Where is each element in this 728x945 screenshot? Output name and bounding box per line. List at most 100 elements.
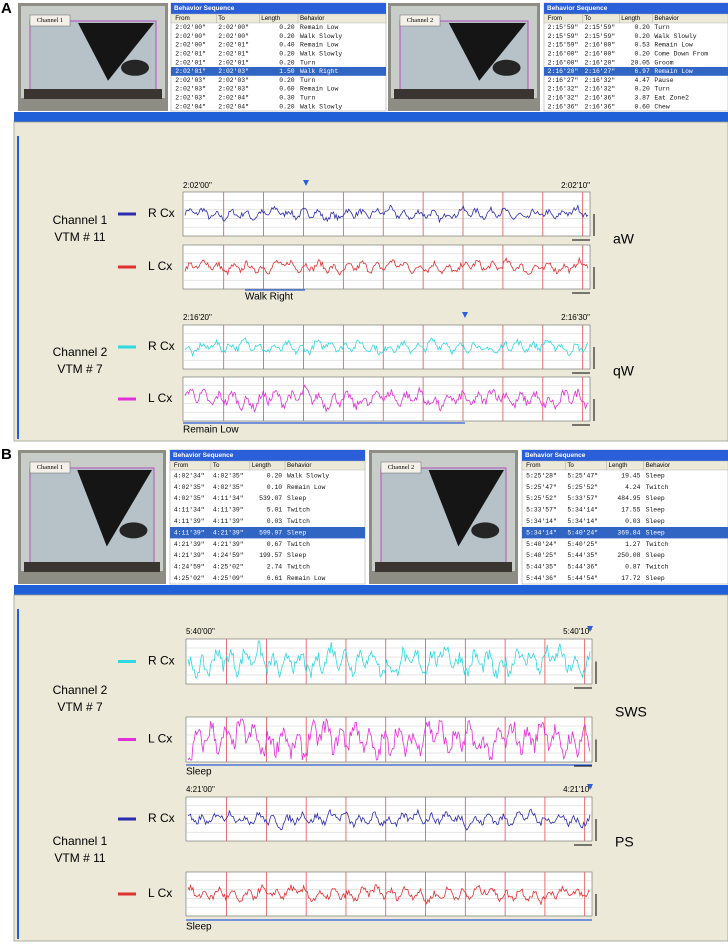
behavior-label: Sleep: [186, 767, 212, 778]
table-cell: Walk Right: [300, 68, 339, 75]
table-cell: 2:16'27": [584, 68, 615, 75]
column-header: To: [584, 15, 591, 22]
table-cell: 5:44'36": [526, 575, 557, 582]
bedding: [394, 89, 534, 99]
table-cell: 0.20: [279, 77, 295, 84]
table-cell: 17.55: [621, 507, 640, 514]
table-cell: 4.47: [634, 77, 650, 84]
table-cell: 2:16'36": [584, 94, 615, 101]
table-cell: Twitch: [287, 541, 310, 548]
eeg-trace: [187, 808, 591, 831]
table-cell: 539.07: [259, 495, 282, 502]
table-cell: 0.87: [625, 564, 641, 571]
table-cell: 4:21'39": [174, 541, 205, 548]
shadow: [448, 23, 526, 81]
table-cell: 4:02'35": [213, 472, 244, 479]
trace-label: R Cx: [148, 339, 175, 353]
video-label: Channel 1: [37, 464, 64, 471]
bedding: [375, 562, 512, 572]
channel-name: Channel 2: [53, 345, 108, 359]
table-cell: 2:02'03": [218, 77, 249, 84]
table-cell: 5:44'35": [567, 552, 598, 559]
column-header: To: [218, 15, 225, 22]
table-header: [169, 460, 366, 471]
table-cell: Chew: [654, 103, 670, 110]
table-cell: 0.20: [279, 24, 295, 31]
trace-label: L Cx: [148, 886, 172, 900]
trace-box: [182, 376, 591, 422]
table-cell: Sleep: [287, 495, 306, 502]
table-cell: 5:40'24": [567, 529, 598, 536]
selected-row: [522, 527, 728, 539]
table-cell: 2:02'04": [218, 94, 249, 101]
panel-label: A: [1, 0, 12, 17]
end-time: 4:21'10": [563, 785, 592, 794]
table-cell: 2:15'59": [548, 33, 579, 40]
table-cell: 17.72: [621, 575, 640, 582]
table-cell: 199.57: [259, 552, 282, 559]
table-cell: Remain Low: [300, 24, 339, 31]
table-cell: Twitch: [287, 564, 310, 571]
table-cell: 4:02'34": [174, 472, 205, 479]
table-cell: 0.10: [267, 484, 283, 491]
table-cell: Walk Slowly: [300, 33, 342, 40]
table-cell: 4:11'34": [174, 507, 205, 514]
table-cell: Sleep: [646, 529, 665, 536]
table-cell: 5:33'57": [567, 495, 598, 502]
table-cell: 5:25'52": [526, 495, 557, 502]
table-cell: Twitch: [646, 541, 669, 548]
marker-arrow: [587, 784, 593, 790]
table-cell: Remain Low: [300, 42, 339, 49]
table-cell: 2:16'32": [548, 86, 579, 93]
animal: [119, 522, 148, 539]
table-cell: 2:02'00": [175, 33, 206, 40]
start-time: 2:02'00": [183, 181, 212, 190]
table-cell: Remain Low: [287, 575, 326, 582]
table-cell: 5:34'14": [526, 529, 557, 536]
column-header: From: [175, 15, 189, 22]
table-cell: 4:21'39": [213, 541, 244, 548]
table-cell: 5:25'52": [567, 484, 598, 491]
table-cell: 5:25'28": [526, 472, 557, 479]
column-header: From: [548, 15, 562, 22]
table-cell: 2:16'32": [584, 86, 615, 93]
shadow: [78, 23, 154, 81]
table-cell: 484.95: [617, 495, 640, 502]
eeg-trace: [184, 204, 589, 224]
eeg-trace: [187, 883, 591, 905]
table-cell: 4:11'39": [174, 518, 205, 525]
channel-vtm: VTM # 11: [54, 851, 105, 865]
table-cell: 4:02'35": [174, 484, 205, 491]
column-header: From: [526, 462, 540, 469]
end-time: 2:02'10": [561, 181, 590, 190]
table-cell: Sleep: [646, 552, 665, 559]
selected-row: [170, 527, 365, 539]
table-cell: 2:02'03": [218, 68, 249, 75]
table-cell: Turn: [654, 86, 670, 93]
table-cell: 5:34'14": [567, 507, 598, 514]
table-cell: 4:11'39": [213, 507, 244, 514]
table-header: [170, 13, 387, 24]
trace-box: [185, 796, 593, 842]
table-cell: Sleep: [287, 529, 306, 536]
column-header: To: [567, 462, 574, 469]
table-cell: Remain Low: [300, 86, 339, 93]
column-header: Behavior: [646, 462, 670, 469]
table-cell: 0.03: [267, 518, 283, 525]
table-cell: Remain Low: [654, 68, 693, 75]
table-cell: Sleep: [287, 552, 306, 559]
channel-box: [380, 461, 422, 474]
table-cell: 5:34'14": [526, 518, 557, 525]
eeg-trace: [187, 717, 591, 761]
marker-arrow: [462, 312, 468, 318]
table-cell: 5:44'54": [567, 575, 598, 582]
table-cell: 6.97: [634, 68, 650, 75]
video-label: Channel 2: [388, 464, 415, 471]
table-cell: 2:16'27": [548, 77, 579, 84]
table-cell: 2:02'03": [175, 77, 206, 84]
table-cell: 0.20: [279, 59, 295, 66]
table-cell: 0.20: [279, 103, 295, 110]
table-cell: Remain Low: [654, 42, 693, 49]
table-cell: Turn: [300, 94, 316, 101]
selected-row: [544, 67, 728, 76]
